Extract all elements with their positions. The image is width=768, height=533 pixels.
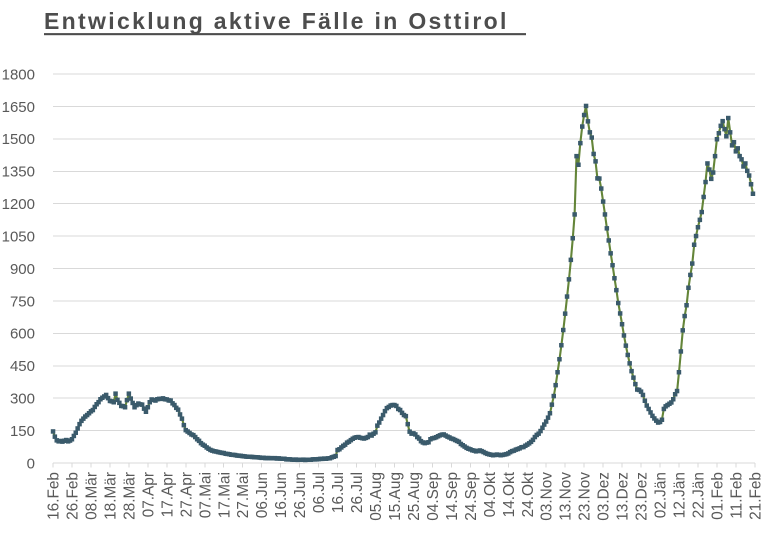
svg-text:0: 0 (27, 455, 35, 472)
svg-text:26.Feb: 26.Feb (65, 472, 82, 520)
svg-text:28.Mär: 28.Mär (121, 472, 138, 520)
svg-text:14.Sep: 14.Sep (444, 472, 461, 521)
svg-text:06.Jun: 06.Jun (254, 472, 271, 518)
svg-text:300: 300 (10, 391, 35, 408)
svg-text:27.Mai: 27.Mai (235, 472, 252, 518)
svg-text:26.Jun: 26.Jun (292, 472, 309, 518)
svg-text:05.Aug: 05.Aug (368, 472, 385, 521)
svg-text:02.Jän: 02.Jän (653, 472, 670, 518)
svg-text:01.Feb: 01.Feb (709, 472, 726, 520)
svg-text:600: 600 (10, 326, 35, 343)
svg-text:15.Aug: 15.Aug (387, 472, 404, 521)
svg-text:16.Jun: 16.Jun (273, 472, 290, 518)
svg-text:16.Jul: 16.Jul (330, 472, 347, 513)
svg-text:16.Feb: 16.Feb (46, 472, 63, 520)
svg-text:1200: 1200 (2, 196, 35, 213)
svg-text:21.Feb: 21.Feb (747, 472, 764, 520)
svg-text:07.Mai: 07.Mai (197, 472, 214, 518)
svg-text:14.Okt: 14.Okt (501, 471, 518, 517)
svg-text:03.Nov: 03.Nov (539, 472, 556, 521)
svg-text:1350: 1350 (2, 164, 35, 181)
svg-text:13.Nov: 13.Nov (558, 472, 575, 521)
svg-text:25.Aug: 25.Aug (406, 472, 423, 521)
svg-text:04.Okt: 04.Okt (482, 471, 499, 517)
svg-text:08.Mär: 08.Mär (83, 472, 100, 520)
svg-text:150: 150 (10, 423, 35, 440)
svg-text:900: 900 (10, 261, 35, 278)
svg-text:11.Feb: 11.Feb (728, 472, 745, 519)
svg-text:27.Apr: 27.Apr (178, 472, 195, 517)
svg-text:750: 750 (10, 293, 35, 310)
svg-text:1800: 1800 (2, 66, 35, 83)
svg-text:12.Jän: 12.Jän (672, 472, 689, 518)
svg-text:17.Mai: 17.Mai (216, 472, 233, 518)
svg-text:07.Apr: 07.Apr (140, 472, 157, 517)
svg-text:23.Dez: 23.Dez (634, 472, 651, 521)
svg-text:13.Dez: 13.Dez (615, 472, 632, 521)
svg-text:17.Apr: 17.Apr (159, 472, 176, 517)
svg-text:18.Mär: 18.Mär (102, 472, 119, 520)
svg-text:03.Dez: 03.Dez (596, 472, 613, 521)
svg-text:24.Sep: 24.Sep (463, 472, 480, 521)
svg-text:24.Okt: 24.Okt (520, 471, 537, 517)
svg-text:06.Jul: 06.Jul (311, 472, 328, 513)
svg-text:450: 450 (10, 358, 35, 375)
svg-text:26.Jul: 26.Jul (349, 472, 366, 513)
svg-text:1650: 1650 (2, 99, 35, 116)
svg-text:1050: 1050 (2, 228, 35, 245)
svg-text:22.Jän: 22.Jän (690, 472, 707, 518)
svg-text:04.Sep: 04.Sep (425, 472, 442, 521)
svg-text:1500: 1500 (2, 131, 35, 148)
svg-text:Entwicklung aktive Fälle in Os: Entwicklung aktive Fälle in Osttirol (44, 8, 509, 34)
svg-text:23.Nov: 23.Nov (577, 472, 594, 521)
